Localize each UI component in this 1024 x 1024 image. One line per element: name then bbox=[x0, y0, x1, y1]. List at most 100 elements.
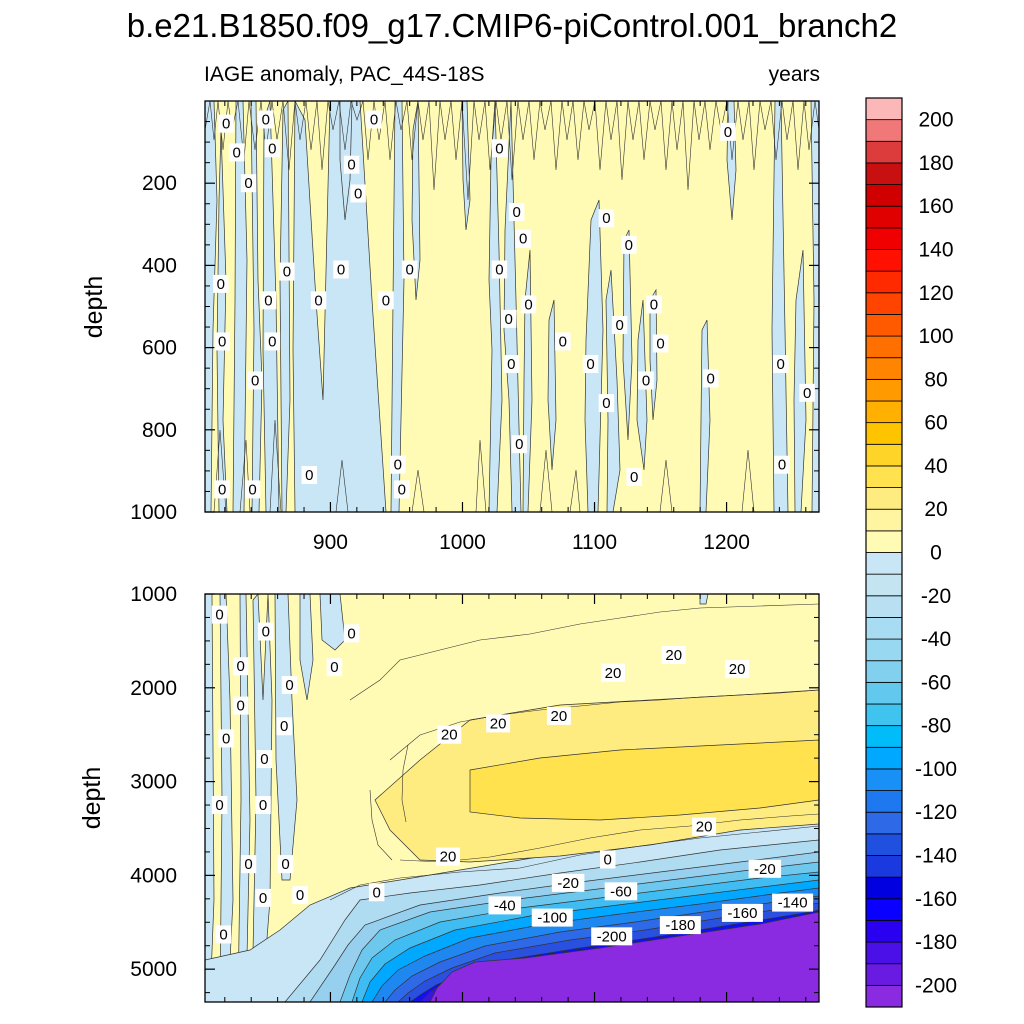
bottom-contour-label: 0 bbox=[281, 675, 298, 694]
bottom-contour-label-bg bbox=[488, 896, 521, 915]
bottom-contour-label: 0 bbox=[292, 886, 308, 905]
top-contour-label: 0 bbox=[260, 291, 277, 310]
top-xtick-label-1100: 1100 bbox=[572, 531, 617, 554]
colorbar-tick-label: 160 bbox=[918, 195, 953, 218]
colorbar-swatch bbox=[865, 508, 903, 532]
bottom-ytick-label-4000: 4000 bbox=[130, 864, 177, 887]
top-contour-label-bg bbox=[228, 143, 245, 162]
colorbar-tick-label: -20 bbox=[921, 585, 951, 608]
colorbar-tick-label: 200 bbox=[918, 109, 953, 132]
bottom-contour-label: 20 bbox=[437, 725, 462, 744]
top-contour-label-bg bbox=[401, 260, 418, 279]
bottom-ylabel: depth bbox=[78, 767, 106, 830]
bottom-contour-label-bg bbox=[551, 873, 585, 892]
bottom-contour-label: -160 bbox=[721, 903, 763, 922]
top-contour-label: 0 bbox=[555, 332, 571, 351]
top-contour-label-bg bbox=[500, 309, 517, 328]
colorbar-tick-label: 180 bbox=[918, 152, 953, 175]
top-contour-label-text: 0 bbox=[233, 144, 241, 161]
top-contour-label: 0 bbox=[343, 155, 360, 174]
top-contour-label-bg bbox=[582, 355, 599, 374]
top-contour-label-bg bbox=[598, 209, 615, 228]
bottom-contour-label-text: 0 bbox=[236, 658, 244, 675]
colorbar-swatch bbox=[865, 898, 903, 921]
top-contour-label: 0 bbox=[213, 274, 229, 293]
top-contour-label: 0 bbox=[646, 295, 662, 314]
top-contour-label-text: 0 bbox=[264, 292, 272, 309]
bottom-contour-label-bg bbox=[257, 622, 274, 641]
bottom-contour-label: -140 bbox=[772, 893, 814, 912]
colorbar-swatch bbox=[865, 638, 903, 662]
top-contour-label-text: 0 bbox=[495, 140, 503, 157]
top-contour-label-text: 0 bbox=[244, 175, 252, 192]
bottom-contour-label: 0 bbox=[240, 855, 257, 874]
top-ylabel: depth bbox=[80, 276, 108, 339]
bottom-contour-label-bg bbox=[255, 796, 271, 815]
top-contour-label-text: 0 bbox=[515, 436, 523, 453]
top-contour-label-text: 0 bbox=[251, 372, 259, 389]
top-contour-label-bg bbox=[247, 371, 263, 390]
top-contour-label-bg bbox=[555, 332, 571, 351]
colorbar-swatch bbox=[865, 833, 903, 856]
top-contour-label-text: 0 bbox=[305, 467, 313, 484]
colorbar-swatch bbox=[865, 465, 903, 488]
bottom-ytick-label-2000: 2000 bbox=[130, 677, 177, 700]
bottom-contour-label: 0 bbox=[232, 696, 249, 715]
bottom-contour-label-text: 0 bbox=[285, 677, 293, 694]
bottom-contour-label-bg bbox=[211, 605, 228, 624]
bottom-contour-label-text: 0 bbox=[215, 607, 223, 624]
bottom-contour-label: 20 bbox=[486, 714, 511, 733]
colorbar-swatch bbox=[865, 530, 903, 553]
bottom-contour-label-text: -40 bbox=[494, 897, 516, 914]
top-contour-label-bg bbox=[264, 139, 281, 158]
top-contour-label-bg bbox=[646, 295, 662, 314]
bottom-contour-label-text: -20 bbox=[754, 861, 776, 878]
bottom-contour-label: 0 bbox=[215, 925, 232, 944]
bottom-contour-label-text: 0 bbox=[215, 797, 223, 814]
bottom-contour-label-bg bbox=[232, 657, 249, 676]
top-contour-label: 0 bbox=[621, 235, 637, 254]
bottom-contour-label-bg bbox=[721, 903, 763, 922]
top-contour-label-bg bbox=[260, 291, 277, 310]
colorbar-swatch bbox=[865, 984, 903, 1008]
top-contour-label: 0 bbox=[491, 260, 508, 279]
top-ytick-label-400: 400 bbox=[142, 254, 177, 277]
top-contour-label-bg bbox=[598, 394, 615, 413]
bottom-contour-label-bg bbox=[435, 847, 460, 866]
top-contour-label: 0 bbox=[333, 260, 349, 279]
bottom-contour-label-text: 0 bbox=[244, 856, 252, 873]
top-contour-label: 0 bbox=[310, 291, 327, 310]
bottom-contour-label-bg bbox=[218, 729, 234, 748]
top-contour-label: 0 bbox=[500, 309, 517, 328]
top-zero-contour-spikes bbox=[205, 101, 819, 512]
bottom-contour-label-bg bbox=[772, 893, 814, 912]
bottom-contour-label: 20 bbox=[692, 817, 717, 836]
panel-units-label: years bbox=[769, 63, 820, 86]
bottom-ytick-label-5000: 5000 bbox=[130, 958, 177, 981]
colorbar-swatch bbox=[865, 292, 903, 315]
colorbar-swatch bbox=[865, 963, 903, 986]
colorbar-tick-label: -200 bbox=[915, 974, 957, 997]
colorbar-tick-label: -140 bbox=[915, 845, 957, 868]
bottom-contour-label-bg bbox=[343, 624, 360, 643]
bottom-contour-label: 0 bbox=[368, 883, 385, 902]
bottom-contour-label: 0 bbox=[255, 888, 271, 907]
top-contour-label-text: 0 bbox=[268, 333, 276, 350]
colorbar-swatch bbox=[865, 876, 903, 900]
top-contour-label-bg bbox=[343, 155, 360, 174]
top-contour-label: 0 bbox=[598, 394, 615, 413]
colorbar-swatch bbox=[865, 595, 903, 618]
colorbar-swatch bbox=[865, 487, 903, 510]
colorbar-tick-label: -100 bbox=[915, 758, 957, 781]
bottom-contour-label-text: 0 bbox=[259, 797, 267, 814]
colorbar-swatch bbox=[865, 249, 903, 272]
top-contour-label-text: 0 bbox=[218, 481, 226, 498]
bottom-contour-label-text: -140 bbox=[778, 895, 808, 912]
top-contour-label-bg bbox=[511, 435, 528, 454]
colorbar-tick-label: -40 bbox=[921, 628, 951, 651]
bottom-contour-label-bg bbox=[546, 706, 571, 725]
top-contour-label-bg bbox=[350, 184, 366, 203]
top-contour-label: 0 bbox=[350, 184, 366, 203]
top-contour-label-text: 0 bbox=[507, 356, 515, 373]
colorbar-swatch bbox=[865, 162, 903, 185]
